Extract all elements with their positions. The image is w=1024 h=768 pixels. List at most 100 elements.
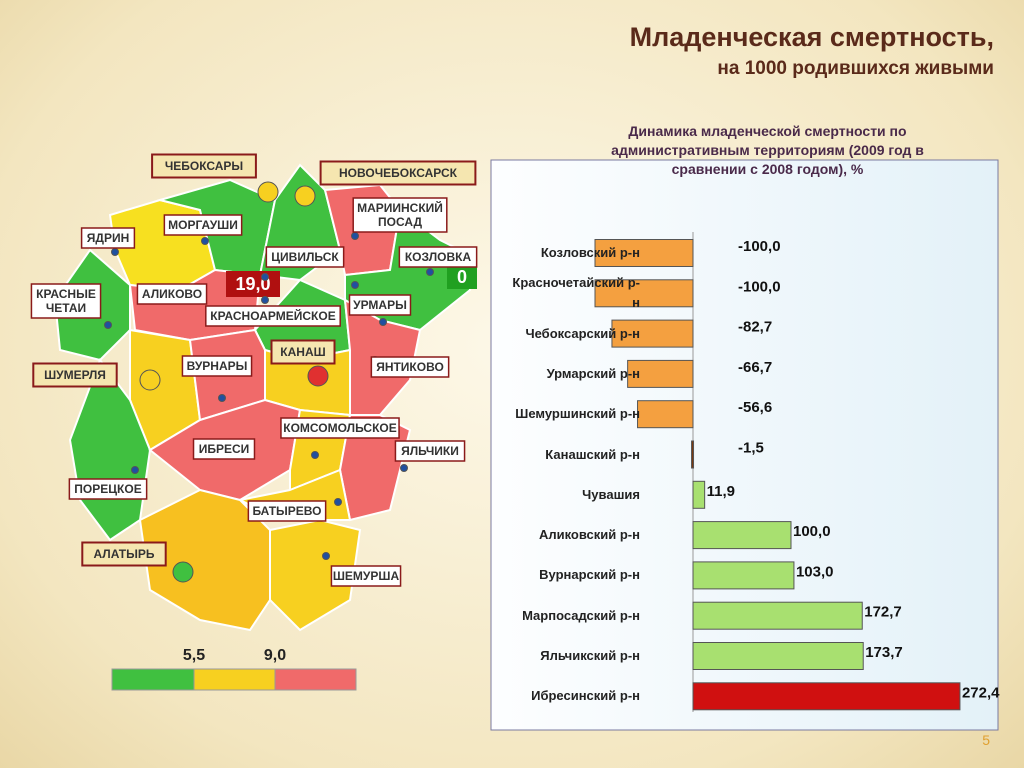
map-dot <box>322 552 330 560</box>
map-dot <box>400 464 408 472</box>
map-label: ШУМЕРЛЯ <box>44 368 106 382</box>
map-label-box <box>205 305 341 327</box>
badge <box>447 265 477 289</box>
map-label: КРАСНЫЕ <box>36 287 96 301</box>
map-dot <box>351 281 359 289</box>
map-dot <box>261 273 269 281</box>
map-label-box <box>247 500 327 522</box>
map-dot <box>104 321 112 329</box>
category-label: Урмарский р-н <box>546 365 640 381</box>
bar <box>594 279 694 308</box>
map-legend: 5,5 9,0 <box>111 647 357 691</box>
map-label: МАРИИНСКИЙ <box>357 200 443 215</box>
map-dot <box>307 365 329 387</box>
map-label-box <box>348 294 412 316</box>
map-label-box <box>265 246 345 268</box>
page-number: 5 <box>982 732 990 748</box>
map-label: КРАСНОАРМЕЙСКОЕ <box>210 308 335 323</box>
map-label-box <box>280 417 400 439</box>
value-label: -56,6 <box>738 399 772 416</box>
map-dot <box>261 296 269 304</box>
bar <box>627 359 694 388</box>
map-label-box <box>270 339 336 365</box>
map-dot <box>426 268 434 276</box>
bar <box>637 400 694 429</box>
map-label: ЯЛЬЧИКИ <box>401 444 459 458</box>
map-label: КАНАШ <box>280 345 325 359</box>
bar <box>691 440 695 469</box>
map-label-box <box>192 438 256 460</box>
map-label-box <box>151 153 257 179</box>
map-dot <box>334 498 342 506</box>
map-label-box <box>319 160 477 186</box>
map-label: ВУРНАРЫ <box>187 359 248 373</box>
category-label: Аликовский р-н <box>538 527 640 543</box>
map-label-box <box>81 541 167 567</box>
category-label: Канашский р-н <box>545 446 640 462</box>
legend-yellow <box>193 668 276 691</box>
category-label: Красночетайский р-н <box>512 275 640 311</box>
chart-title: Динамика младенческой смертности по адми… <box>611 123 924 177</box>
map-label: УРМАРЫ <box>353 298 407 312</box>
bar <box>692 480 706 509</box>
bar <box>692 521 792 550</box>
badge-text: 0 <box>457 267 467 287</box>
map-label: АЛИКОВО <box>142 287 202 301</box>
category-label: Вурнарский р-н <box>539 567 640 583</box>
legend-red <box>274 668 357 691</box>
bar <box>692 601 863 630</box>
map-label: МОРГАУШИ <box>168 218 238 232</box>
legend-green <box>111 668 195 691</box>
map-label-box <box>394 440 466 462</box>
value-label: -66,7 <box>738 359 772 376</box>
bar <box>692 561 795 590</box>
bar <box>692 682 961 711</box>
category-label: Чувашия <box>582 486 640 502</box>
map-dot <box>294 185 316 207</box>
map-dot <box>111 248 119 256</box>
map-label: ШЕМУРША <box>333 569 400 583</box>
map-label-box <box>30 283 102 319</box>
map-dot <box>379 318 387 326</box>
category-label: Шемуршинский р-н <box>515 406 640 422</box>
map-label-box <box>181 355 253 377</box>
value-label: -100,0 <box>738 238 781 255</box>
value-label: 173,7 <box>865 644 903 661</box>
map-label: ЯНТИКОВО <box>376 360 444 374</box>
map-label-box <box>370 356 450 378</box>
map-label-box <box>136 283 208 305</box>
map-label-box <box>352 197 448 233</box>
map-label-box <box>330 565 402 587</box>
map-label: БАТЫРЕВО <box>252 504 321 518</box>
legend-label: 9,0 <box>264 647 286 664</box>
value-label: -1,5 <box>738 439 764 456</box>
map-label: НОВОЧЕБОКСАРСК <box>339 166 458 180</box>
category-label: Козловский р-н <box>540 245 640 260</box>
value-label: 11,9 <box>707 483 735 500</box>
map-dot <box>201 237 209 245</box>
map-label: ПОСАД <box>378 215 422 229</box>
map-label: КОМСОМОЛЬСКОЕ <box>283 421 396 435</box>
map-dot <box>218 394 226 402</box>
value-label: 272,4 <box>962 684 1000 701</box>
map-label: ЧЕБОКСАРЫ <box>165 159 243 173</box>
category-label: Марпосадский р-н <box>522 607 640 623</box>
legend-label: 5,5 <box>183 647 205 664</box>
map-label-box <box>163 214 243 236</box>
value-label: 100,0 <box>793 523 831 540</box>
map-label: ЧЕТАИ <box>46 301 86 315</box>
bar <box>611 319 694 348</box>
map-label: КОЗЛОВКА <box>405 250 472 264</box>
map-label: ЯДРИН <box>87 231 129 245</box>
title: Младенческая смертность, <box>629 22 994 52</box>
category-label: Ибресинский р-н <box>531 688 640 704</box>
map-label: ПОРЕЦКОЕ <box>74 482 141 496</box>
map-dot <box>172 561 194 583</box>
map-label-box <box>398 246 478 268</box>
bar <box>692 642 864 670</box>
chart-panel <box>490 159 999 731</box>
map-dot <box>351 232 359 240</box>
map-dot <box>139 369 161 391</box>
